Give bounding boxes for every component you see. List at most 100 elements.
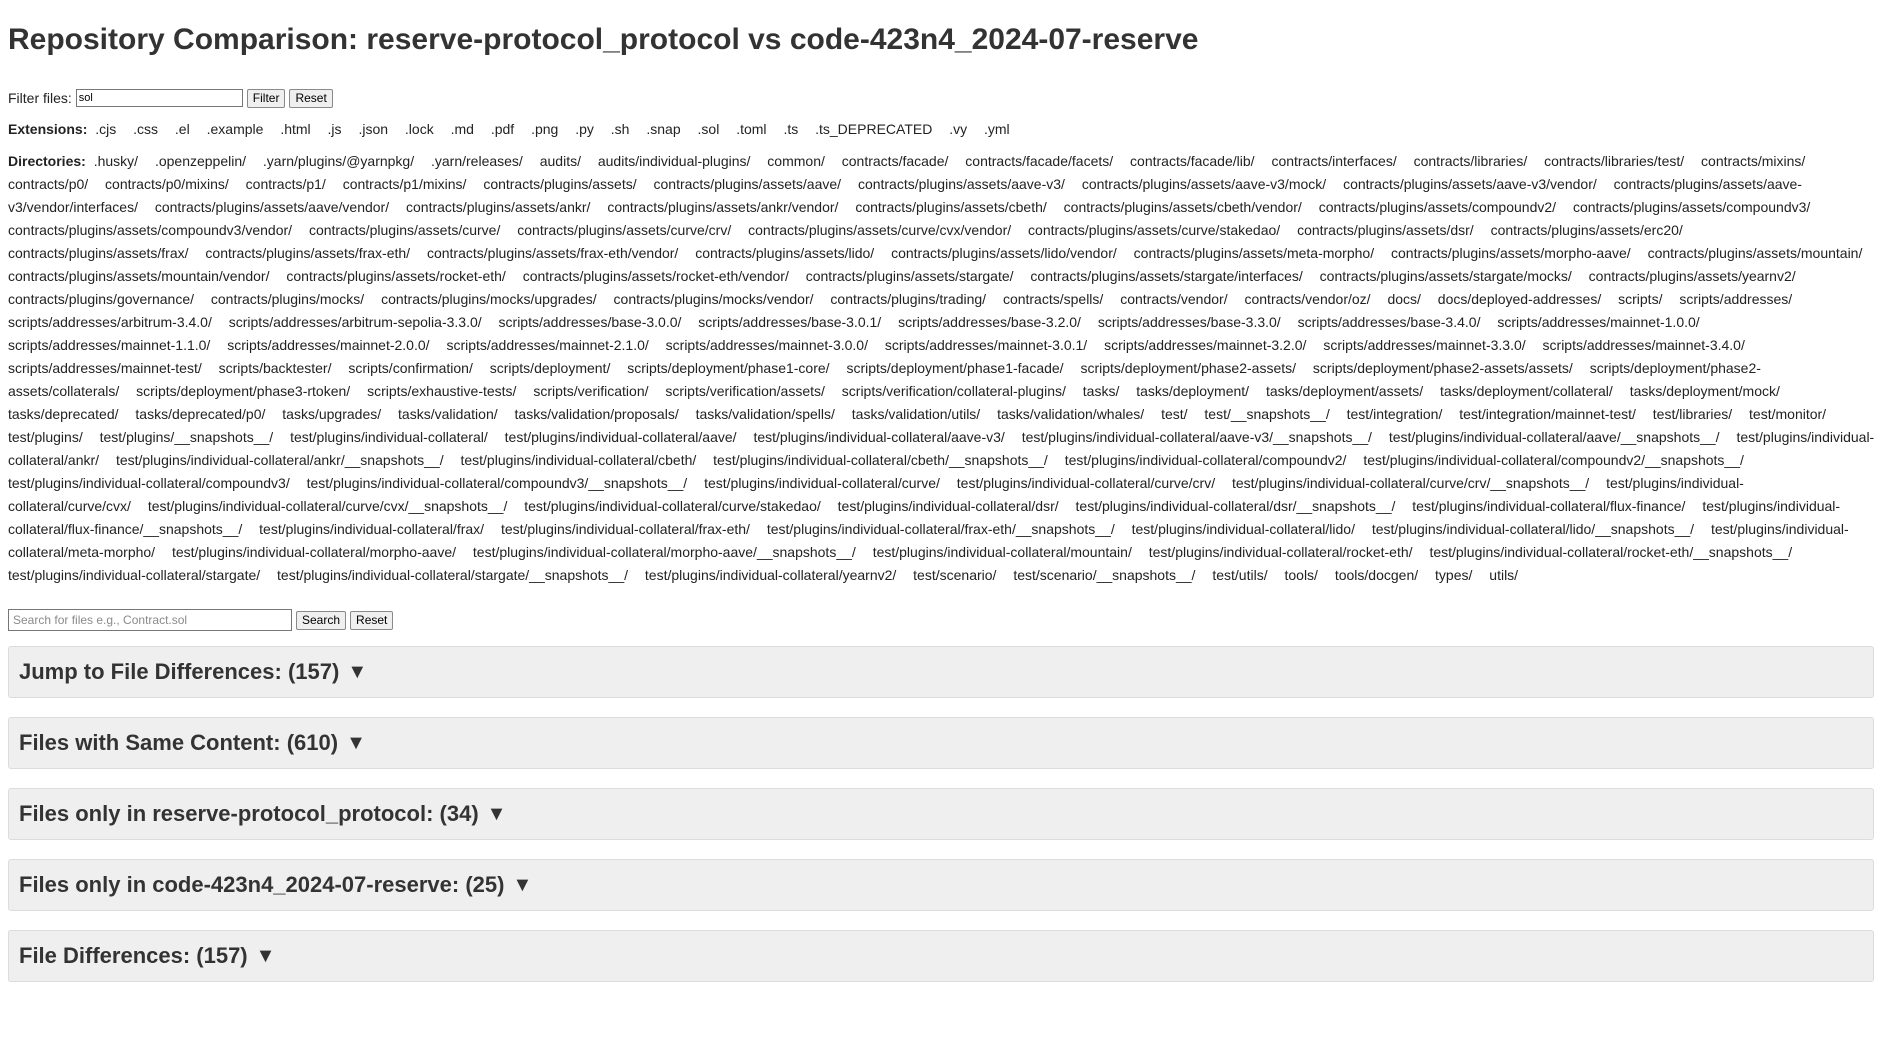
directory-link[interactable]: tasks/deployment/	[1136, 383, 1250, 399]
directory-link[interactable]: contracts/plugins/assets/lido/	[695, 245, 875, 261]
directory-link[interactable]: contracts/plugins/assets/aave/vendor/	[154, 199, 390, 215]
filter-button[interactable]: Filter	[246, 88, 286, 108]
directory-link[interactable]: test/plugins/individual-collateral/cbeth…	[713, 452, 1048, 468]
directory-link[interactable]: test/plugins/individual-collateral/	[290, 429, 488, 445]
directory-link[interactable]: contracts/plugins/assets/cbeth/vendor/	[1063, 199, 1302, 215]
directory-link[interactable]: contracts/plugins/assets/rocket-eth/vend…	[522, 268, 789, 284]
directory-link[interactable]: contracts/vendor/	[1120, 291, 1228, 307]
directory-link[interactable]: scripts/deployment/	[489, 360, 611, 376]
extension-link[interactable]: .sol	[697, 121, 720, 137]
directory-link[interactable]: docs/	[1387, 291, 1421, 307]
directory-link[interactable]: contracts/plugins/assets/frax-eth/	[205, 245, 411, 261]
directory-link[interactable]: scripts/backtester/	[218, 360, 332, 376]
directory-link[interactable]: scripts/deployment/phase3-rtoken/	[136, 383, 351, 399]
directory-link[interactable]: test/plugins/individual-collateral/mount…	[872, 544, 1132, 560]
directory-link[interactable]: scripts/addresses/base-3.0.1/	[698, 314, 882, 330]
directory-link[interactable]: contracts/plugins/assets/aave-v3/vendor/…	[8, 176, 1802, 215]
directory-link[interactable]: test/scenario/	[913, 567, 997, 583]
directory-link[interactable]: contracts/plugins/assets/rocket-eth/	[286, 268, 506, 284]
directory-link[interactable]: test/plugins/individual-collateral/compo…	[1363, 452, 1744, 468]
directory-link[interactable]: common/	[767, 153, 825, 169]
directory-link[interactable]: tasks/validation/whales/	[997, 406, 1145, 422]
extension-link[interactable]: .vy	[949, 121, 968, 137]
extension-link[interactable]: .html	[280, 121, 311, 137]
directory-link[interactable]: test/plugins/individual-collateral/curve…	[524, 498, 821, 514]
directory-link[interactable]: test/plugins/individual-collateral/lido/…	[1371, 521, 1695, 537]
directory-link[interactable]: contracts/plugins/assets/compoundv3/vend…	[8, 222, 293, 238]
directory-link[interactable]: contracts/plugins/assets/morpho-aave/	[1391, 245, 1631, 261]
directory-link[interactable]: contracts/plugins/assets/frax-eth/vendor…	[426, 245, 679, 261]
directory-link[interactable]: test/plugins/individual-collateral/starg…	[8, 567, 261, 583]
directory-link[interactable]: contracts/plugins/assets/ankr/vendor/	[607, 199, 839, 215]
directory-link[interactable]: test/plugins/individual-collateral/curve…	[8, 475, 1744, 514]
extension-link[interactable]: .png	[531, 121, 559, 137]
extension-link[interactable]: .sh	[610, 121, 630, 137]
directory-link[interactable]: test/plugins/individual-collateral/lido/	[1131, 521, 1355, 537]
filter-input[interactable]	[75, 89, 243, 107]
section-only-in-repo-a[interactable]: Files only in reserve-protocol_protocol:…	[8, 788, 1874, 840]
directory-link[interactable]: tasks/validation/utils/	[851, 406, 981, 422]
directory-link[interactable]: contracts/plugins/assets/yearnv2/	[1588, 268, 1796, 284]
directory-link[interactable]: contracts/vendor/oz/	[1244, 291, 1371, 307]
directory-link[interactable]: contracts/plugins/trading/	[830, 291, 987, 307]
directory-link[interactable]: test/plugins/individual-collateral/curve…	[147, 498, 508, 514]
directory-link[interactable]: contracts/plugins/assets/curve/cvx/vendo…	[748, 222, 1012, 238]
directory-link[interactable]: scripts/addresses/arbitrum-3.4.0/	[8, 314, 212, 330]
directory-link[interactable]: test/plugins/individual-collateral/starg…	[277, 567, 629, 583]
directory-link[interactable]: tasks/validation/proposals/	[514, 406, 679, 422]
directory-link[interactable]: scripts/addresses/mainnet-3.0.1/	[884, 337, 1088, 353]
directory-link[interactable]: contracts/plugins/assets/aave-v3/mock/	[1081, 176, 1327, 192]
extension-link[interactable]: .md	[450, 121, 474, 137]
search-reset-button[interactable]: Reset	[350, 610, 394, 630]
directory-link[interactable]: test/plugins/	[8, 429, 83, 445]
directory-link[interactable]: contracts/plugins/assets/stargate/interf…	[1030, 268, 1303, 284]
directory-link[interactable]: test/plugins/individual-collateral/cbeth…	[460, 452, 697, 468]
extension-link[interactable]: .js	[327, 121, 342, 137]
directory-link[interactable]: contracts/plugins/assets/aave-v3/vendor/	[1343, 176, 1597, 192]
directory-link[interactable]: test/plugins/individual-collateral/rocke…	[1429, 544, 1793, 560]
directory-link[interactable]: contracts/plugins/governance/	[8, 291, 194, 307]
directory-link[interactable]: test/plugins/individual-collateral/morph…	[171, 544, 456, 560]
directory-link[interactable]: contracts/plugins/assets/curve/	[308, 222, 501, 238]
directory-link[interactable]: test/plugins/individual-collateral/curve…	[1232, 475, 1590, 491]
extension-link[interactable]: .toml	[736, 121, 767, 137]
directory-link[interactable]: scripts/verification/collateral-plugins/	[841, 383, 1066, 399]
directory-link[interactable]: docs/deployed-addresses/	[1437, 291, 1602, 307]
directory-link[interactable]: scripts/addresses/base-3.0.0/	[498, 314, 682, 330]
extension-link[interactable]: .json	[358, 121, 389, 137]
directory-link[interactable]: test/plugins/individual-collateral/aave/…	[1388, 429, 1720, 445]
directory-link[interactable]: contracts/plugins/mocks/upgrades/	[381, 291, 597, 307]
extension-link[interactable]: .el	[174, 121, 190, 137]
directory-link[interactable]: contracts/plugins/assets/compoundv3/	[1572, 199, 1811, 215]
directory-link[interactable]: test/plugins/individual-collateral/frax/	[259, 521, 485, 537]
directory-link[interactable]: contracts/plugins/assets/compoundv2/	[1318, 199, 1557, 215]
directory-link[interactable]: contracts/mixins/	[1701, 153, 1806, 169]
directory-link[interactable]: test/integration/mainnet-test/	[1459, 406, 1636, 422]
directory-link[interactable]: test/plugins/individual-collateral/compo…	[306, 475, 688, 491]
directory-link[interactable]: test/integration/	[1346, 406, 1443, 422]
directory-link[interactable]: contracts/plugins/mocks/vendor/	[613, 291, 814, 307]
directory-link[interactable]: scripts/	[1618, 291, 1663, 307]
directory-link[interactable]: contracts/plugins/assets/dsr/	[1297, 222, 1474, 238]
directory-link[interactable]: scripts/addresses/mainnet-2.0.0/	[227, 337, 430, 353]
extension-link[interactable]: .example	[206, 121, 264, 137]
directory-link[interactable]: tools/docgen/	[1334, 567, 1419, 583]
directory-link[interactable]: .yarn/releases/	[431, 153, 523, 169]
directory-link[interactable]: tools/	[1284, 567, 1318, 583]
directory-link[interactable]: tasks/deployment/collateral/	[1440, 383, 1613, 399]
directory-link[interactable]: contracts/libraries/	[1413, 153, 1528, 169]
directory-link[interactable]: audits/	[539, 153, 581, 169]
directory-link[interactable]: types/	[1435, 567, 1473, 583]
directory-link[interactable]: scripts/addresses/arbitrum-sepolia-3.3.0…	[228, 314, 482, 330]
directory-link[interactable]: contracts/plugins/assets/	[483, 176, 637, 192]
directory-link[interactable]: test/monitor/	[1749, 406, 1827, 422]
directory-link[interactable]: scripts/exhaustive-tests/	[367, 383, 517, 399]
directory-link[interactable]: contracts/facade/facets/	[965, 153, 1114, 169]
directory-link[interactable]: contracts/plugins/assets/curve/stakedao/	[1028, 222, 1281, 238]
directory-link[interactable]: audits/individual-plugins/	[597, 153, 751, 169]
directory-link[interactable]: contracts/plugins/assets/lido/vendor/	[891, 245, 1117, 261]
directory-link[interactable]: tasks/validation/spells/	[695, 406, 835, 422]
directory-link[interactable]: test/plugins/individual-collateral/aave-…	[1021, 429, 1372, 445]
directory-link[interactable]: contracts/plugins/assets/frax/	[8, 245, 189, 261]
directory-link[interactable]: tasks/deployment/mock/	[1629, 383, 1780, 399]
